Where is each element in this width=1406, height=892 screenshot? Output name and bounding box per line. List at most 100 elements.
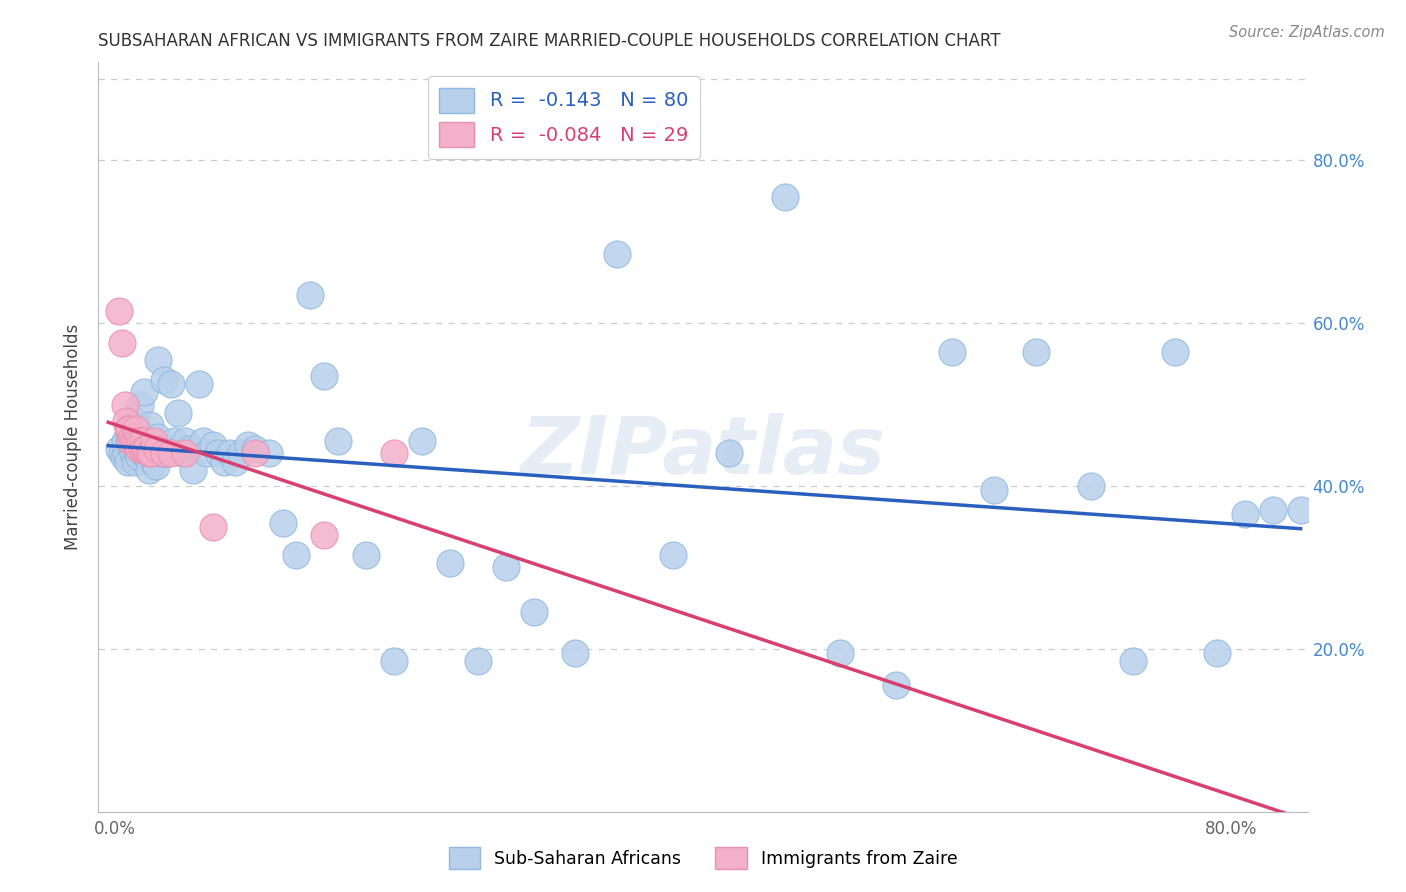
Point — [257, 446, 280, 460]
Point — [131, 442, 153, 457]
Point — [187, 377, 209, 392]
Point — [606, 247, 628, 261]
Point — [983, 483, 1005, 497]
Point — [314, 528, 336, 542]
Y-axis label: Married-couple Households: Married-couple Households — [65, 324, 83, 550]
Point — [129, 434, 152, 449]
Point — [145, 458, 167, 473]
Point — [127, 434, 149, 449]
Point — [146, 442, 169, 457]
Point — [127, 442, 149, 457]
Point — [134, 385, 156, 400]
Point — [236, 438, 259, 452]
Point — [115, 446, 138, 460]
Point — [135, 442, 157, 457]
Point — [1080, 479, 1102, 493]
Point — [224, 454, 246, 468]
Legend: R =  -0.143   N = 80, R =  -0.084   N = 29: R = -0.143 N = 80, R = -0.084 N = 29 — [427, 76, 700, 159]
Point — [108, 442, 131, 457]
Point — [136, 450, 159, 465]
Point — [156, 446, 179, 460]
Point — [111, 446, 134, 460]
Point — [1122, 654, 1144, 668]
Point — [148, 352, 170, 367]
Point — [191, 434, 214, 449]
Point — [138, 446, 160, 460]
Point — [1206, 646, 1229, 660]
Point — [114, 397, 136, 411]
Point — [354, 548, 377, 562]
Point — [122, 446, 145, 460]
Point — [163, 434, 186, 449]
Point — [128, 442, 150, 457]
Point — [132, 434, 155, 449]
Point — [1261, 503, 1284, 517]
Point — [271, 516, 294, 530]
Text: ZIPatlas: ZIPatlas — [520, 413, 886, 491]
Point — [160, 377, 183, 392]
Point — [1289, 503, 1312, 517]
Point — [314, 369, 336, 384]
Point — [172, 446, 194, 460]
Point — [773, 190, 796, 204]
Point — [143, 434, 166, 449]
Point — [129, 397, 152, 411]
Point — [135, 446, 157, 460]
Point — [495, 560, 517, 574]
Point — [108, 303, 131, 318]
Point — [134, 442, 156, 457]
Point — [181, 463, 204, 477]
Point — [1233, 508, 1256, 522]
Point — [132, 446, 155, 460]
Point — [141, 446, 163, 460]
Point — [115, 414, 138, 428]
Point — [150, 446, 173, 460]
Point — [201, 519, 224, 533]
Text: SUBSAHARAN AFRICAN VS IMMIGRANTS FROM ZAIRE MARRIED-COUPLE HOUSEHOLDS CORRELATIO: SUBSAHARAN AFRICAN VS IMMIGRANTS FROM ZA… — [98, 32, 1001, 50]
Point — [467, 654, 489, 668]
Point — [118, 430, 141, 444]
Point — [382, 654, 405, 668]
Point — [243, 442, 266, 457]
Point — [142, 446, 165, 460]
Point — [124, 454, 146, 468]
Point — [201, 438, 224, 452]
Point — [139, 417, 162, 432]
Point — [160, 446, 183, 460]
Point — [125, 422, 148, 436]
Point — [564, 646, 586, 660]
Point — [830, 646, 852, 660]
Point — [439, 557, 461, 571]
Point — [411, 434, 433, 449]
Point — [522, 605, 544, 619]
Point — [125, 414, 148, 428]
Point — [120, 438, 142, 452]
Point — [112, 450, 135, 465]
Point — [117, 454, 139, 468]
Point — [153, 446, 176, 460]
Point — [717, 446, 740, 460]
Point — [121, 434, 143, 449]
Point — [173, 434, 195, 449]
Point — [122, 434, 145, 449]
Point — [111, 336, 134, 351]
Point — [138, 463, 160, 477]
Point — [1164, 344, 1187, 359]
Point — [114, 434, 136, 449]
Point — [243, 446, 266, 460]
Point — [124, 434, 146, 449]
Point — [128, 450, 150, 465]
Point — [118, 422, 141, 436]
Point — [131, 434, 153, 449]
Point — [328, 434, 350, 449]
Point — [662, 548, 685, 562]
Point — [218, 446, 240, 460]
Point — [1025, 344, 1047, 359]
Point — [884, 678, 907, 692]
Point — [177, 442, 200, 457]
Point — [195, 446, 218, 460]
Point — [229, 446, 252, 460]
Point — [146, 430, 169, 444]
Point — [299, 287, 322, 301]
Point — [207, 446, 229, 460]
